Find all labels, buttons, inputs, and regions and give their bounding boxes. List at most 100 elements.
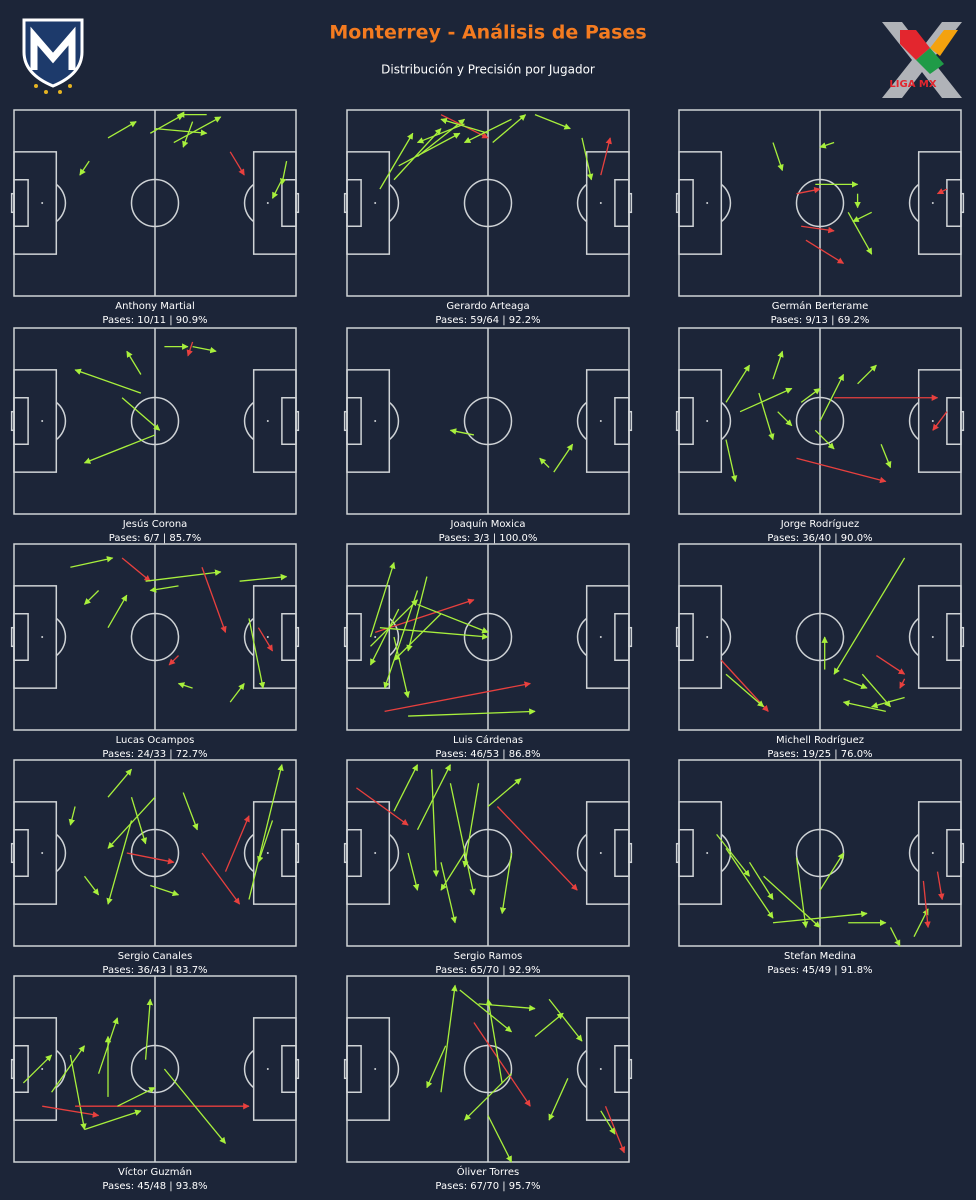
penalty-arc xyxy=(908,401,920,441)
goal xyxy=(343,626,348,648)
completed-pass xyxy=(22,1054,53,1084)
penalty-arc xyxy=(243,617,255,657)
goal xyxy=(343,1058,348,1080)
penalty-arc xyxy=(720,183,732,223)
completed-pass xyxy=(173,116,222,144)
completed-pass xyxy=(548,998,583,1042)
failed-pass xyxy=(805,239,845,265)
goal xyxy=(343,842,348,864)
failed-pass xyxy=(257,627,274,652)
completed-pass xyxy=(725,439,738,483)
six-yard-box xyxy=(281,613,297,661)
penalty-box xyxy=(346,151,391,255)
completed-pass xyxy=(772,910,868,924)
goal xyxy=(10,410,15,432)
center-circle xyxy=(130,396,180,446)
penalty-arc xyxy=(720,617,732,657)
penalty-arc xyxy=(720,401,732,441)
player-name: Stefan Medina xyxy=(784,951,856,962)
six-yard-box xyxy=(614,397,630,445)
failed-pass xyxy=(922,880,931,929)
completed-pass xyxy=(369,561,396,638)
completed-pass xyxy=(257,820,274,863)
penalty-spot xyxy=(374,852,377,854)
six-yard-box xyxy=(678,829,694,877)
six-yard-box xyxy=(13,829,29,877)
completed-pass xyxy=(819,373,845,422)
failed-pass xyxy=(473,1022,531,1107)
goal xyxy=(295,626,300,648)
penalty-spot xyxy=(374,202,377,204)
completed-pass xyxy=(379,627,489,640)
penalty-arc xyxy=(55,617,67,657)
league-logo: LIGA MX xyxy=(882,22,962,98)
penalty-spot xyxy=(266,420,269,422)
completed-pass xyxy=(449,428,475,436)
six-yard-box xyxy=(614,613,630,661)
goal xyxy=(960,626,965,648)
player-name: Sergio Ramos xyxy=(454,951,523,962)
completed-pass xyxy=(847,211,873,255)
goal xyxy=(10,626,15,648)
completed-pass xyxy=(84,1109,142,1131)
six-yard-box xyxy=(614,1045,630,1093)
completed-pass xyxy=(426,1045,447,1089)
penalty-spot xyxy=(599,852,602,854)
goal xyxy=(628,842,633,864)
completed-pass xyxy=(716,833,751,877)
penalty-spot xyxy=(41,202,44,204)
completed-pass xyxy=(107,594,128,629)
completed-pass xyxy=(416,764,451,831)
completed-pass xyxy=(913,908,929,937)
penalty-spot xyxy=(374,636,377,638)
completed-pass xyxy=(69,1054,87,1131)
completed-pass xyxy=(149,585,179,593)
completed-pass xyxy=(534,1012,564,1037)
six-yard-box xyxy=(13,613,29,661)
six-yard-box xyxy=(346,829,362,877)
completed-pass xyxy=(777,411,793,427)
completed-pass xyxy=(163,1068,227,1144)
center-circle xyxy=(130,612,180,662)
completed-pass xyxy=(478,1003,536,1012)
penalty-spot xyxy=(599,636,602,638)
penalty-spot xyxy=(706,852,709,854)
penalty-arc xyxy=(55,833,67,873)
penalty-box xyxy=(917,585,962,689)
completed-pass xyxy=(487,1115,513,1163)
player-stats: Pases: 36/40 | 90.0% xyxy=(767,533,872,544)
goal xyxy=(295,410,300,432)
completed-pass xyxy=(408,708,536,717)
player-name: Víctor Guzmán xyxy=(118,1166,192,1178)
failed-pass xyxy=(936,188,948,195)
completed-pass xyxy=(814,429,835,450)
player-name: Lucas Ocampos xyxy=(116,735,195,746)
failed-pass xyxy=(876,655,906,675)
goal xyxy=(960,410,965,432)
player-stats: Pases: 45/48 | 93.8% xyxy=(102,1181,207,1192)
completed-pass xyxy=(379,132,414,190)
penalty-box xyxy=(252,369,297,473)
penalty-arc xyxy=(908,617,920,657)
six-yard-box xyxy=(13,397,29,445)
failed-pass xyxy=(42,1105,100,1118)
six-yard-box xyxy=(281,179,297,227)
goal xyxy=(675,626,680,648)
completed-pass xyxy=(383,590,419,689)
center-circle xyxy=(795,396,845,446)
completed-pass xyxy=(857,364,877,385)
penalty-arc xyxy=(908,183,920,223)
completed-pass xyxy=(393,636,410,699)
completed-pass xyxy=(149,114,184,134)
goal xyxy=(960,842,965,864)
six-yard-box xyxy=(946,179,962,227)
pass-map: Joaquín Moxica Pases: 3/3 | 100.0% xyxy=(343,327,633,544)
penalty-arc xyxy=(576,401,588,441)
penalty-spot xyxy=(266,636,269,638)
completed-pass xyxy=(369,608,400,666)
player-stats: Pases: 45/49 | 91.8% xyxy=(767,965,872,976)
penalty-box xyxy=(585,801,630,905)
completed-pass xyxy=(548,1078,569,1121)
penalty-spot xyxy=(599,1068,602,1070)
